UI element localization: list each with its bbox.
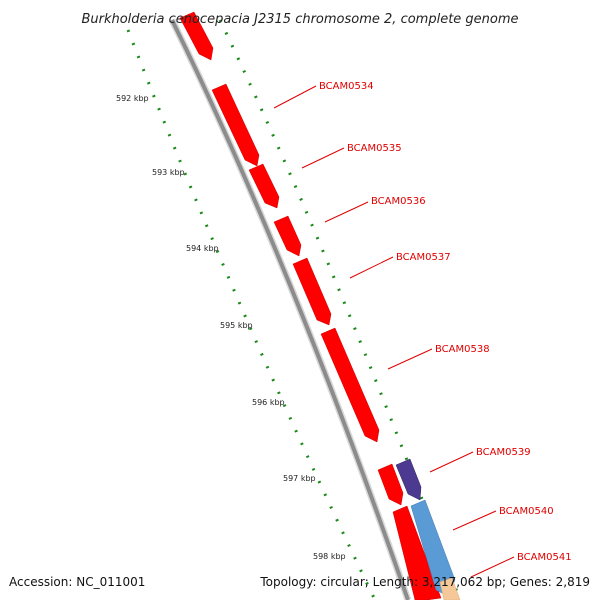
leader-line-bcam0539 (429, 451, 474, 473)
kbp-tick-label: 598 kbp (313, 552, 346, 561)
gene-label[interactable]: BCAM0537 (396, 252, 451, 263)
kbp-tick-label: 595 kbp (220, 321, 253, 330)
gene-label[interactable]: BCAM0539 (476, 447, 531, 458)
feature-arrow-orange[interactable] (439, 577, 461, 600)
gene-label[interactable]: BCAM0535 (347, 143, 402, 154)
inner-dotted-ring (126, 29, 377, 600)
gene-label[interactable]: BCAM0536 (371, 196, 426, 207)
kbp-tick-label: 597 kbp (283, 474, 316, 483)
genome-backbone (170, 19, 410, 600)
leader-line-bcam0537 (349, 256, 394, 279)
gene-arrow-bcam0539[interactable] (377, 463, 404, 506)
leader-line-bcam0540 (452, 510, 497, 531)
kbp-tick-label: 592 kbp (116, 94, 149, 103)
gene-arrow-bcam0540[interactable] (392, 505, 442, 600)
kbp-tick-label: 594 kbp (186, 244, 219, 253)
gene-arrow-bcam0537[interactable] (292, 257, 332, 326)
gene-label[interactable]: BCAM0538 (435, 344, 490, 355)
leader-line-bcam0535 (301, 147, 345, 169)
map-title: Burkholderia cenocepacia J2315 chromosom… (81, 12, 518, 27)
gene-arrow-bcam0538[interactable] (320, 327, 380, 443)
gene-arrow-bcam0535[interactable] (248, 163, 280, 209)
feature-arrow-purple[interactable] (395, 458, 422, 501)
gene-arrow-bcam0533[interactable] (179, 11, 214, 61)
leader-line-bcam0538 (387, 348, 433, 370)
kbp-tick-label: 596 kbp (252, 398, 285, 407)
leader-line-bcam0534 (273, 85, 317, 109)
gene-label[interactable]: BCAM0540 (499, 506, 554, 517)
leader-line-bcam0541 (470, 556, 515, 578)
gene-arrow-bcam0534[interactable] (211, 83, 260, 167)
gene-label[interactable]: BCAM0541 (517, 552, 572, 563)
genome-summary: Topology: circular; Length: 3,217,062 bp… (259, 575, 590, 589)
kbp-tick-label: 593 kbp (152, 168, 185, 177)
gene-arrow-bcam0536[interactable] (273, 215, 302, 257)
backbone-shadow (168, 18, 412, 600)
leader-line-bcam0536 (324, 201, 369, 223)
accession-text: Accession: NC_011001 (9, 575, 145, 589)
gene-label[interactable]: BCAM0534 (319, 81, 374, 92)
